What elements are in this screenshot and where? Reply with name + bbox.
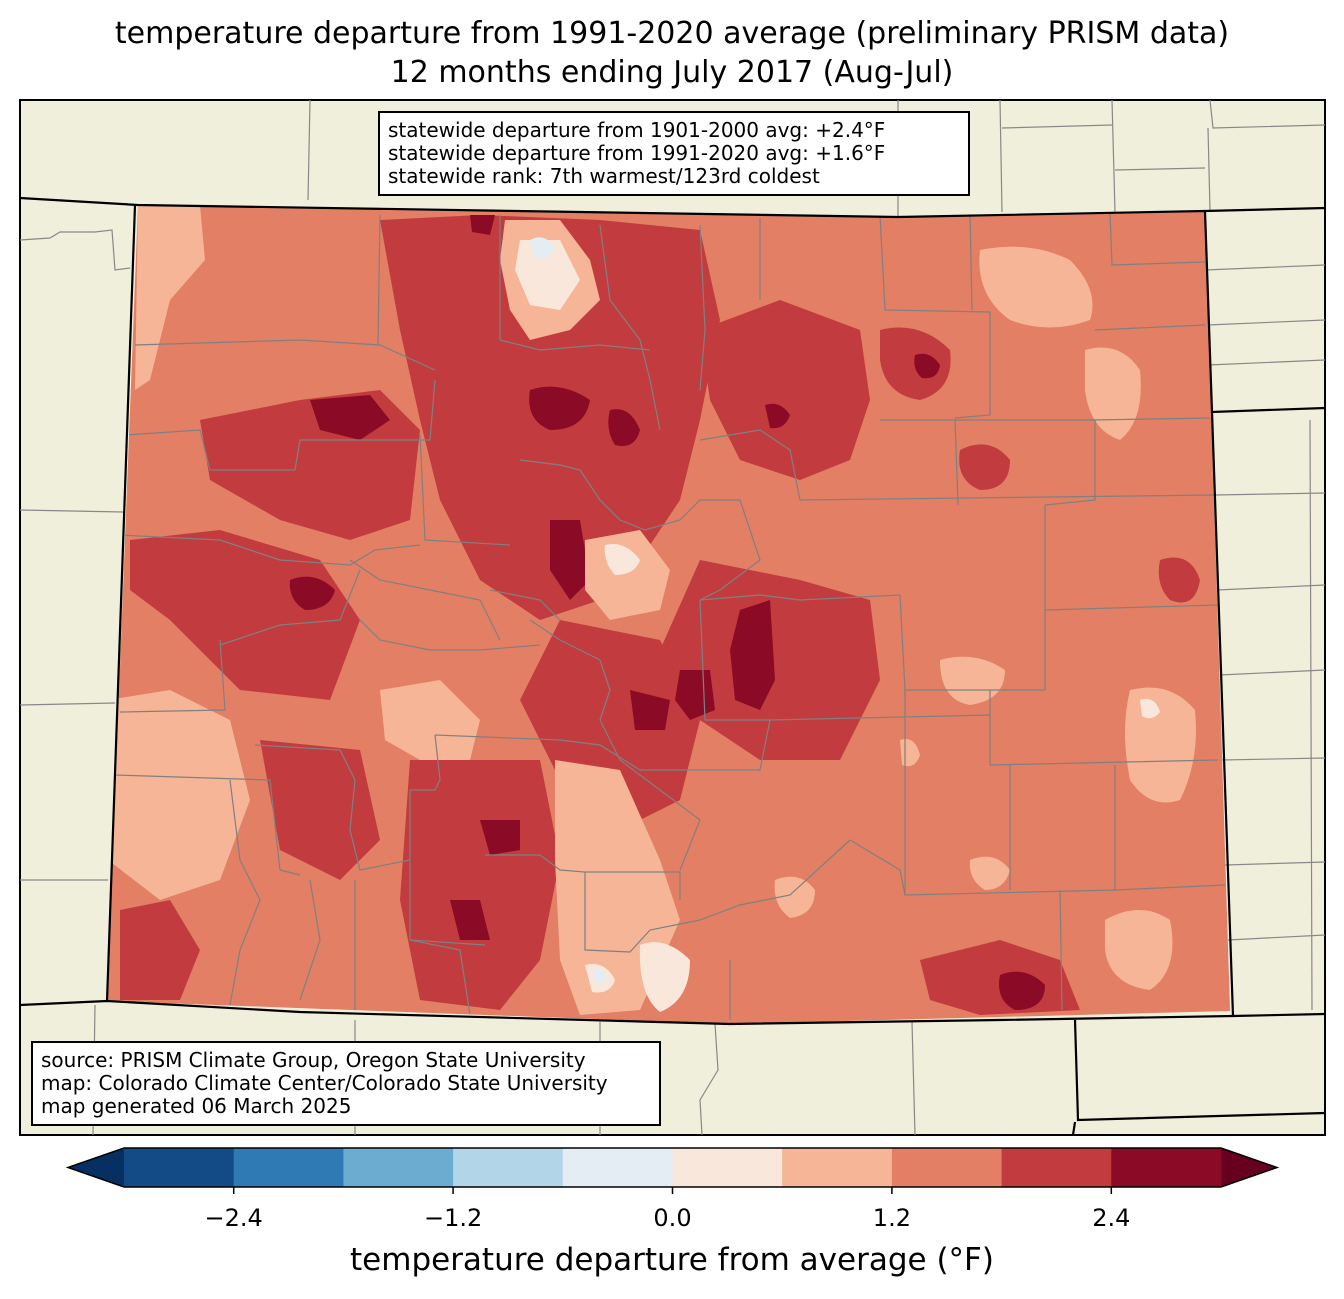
map-subtitle: 12 months ending July 2017 (Aug-Jul) <box>390 55 954 90</box>
map-credit-line: map: Colorado Climate Center/Colorado St… <box>41 1071 608 1095</box>
colorbar-bin <box>343 1148 454 1187</box>
colorbar-bin <box>782 1148 893 1187</box>
source-line: source: PRISM Climate Group, Oregon Stat… <box>41 1048 586 1072</box>
colorbar-bin <box>1001 1148 1112 1187</box>
state-boundaries <box>19 196 1326 1136</box>
colorbar-bin <box>1111 1148 1222 1187</box>
statewide-stats-box: statewide departure from 1901-2000 avg: … <box>378 111 970 196</box>
colorbar-bin <box>672 1148 783 1187</box>
colorbar-tick-label: 0.0 <box>653 1204 692 1232</box>
colorbar-tick-label: 1.2 <box>872 1204 911 1232</box>
colorbar-tick-label: 2.4 <box>1092 1204 1131 1232</box>
map-title: temperature departure from 1991-2020 ave… <box>114 16 1230 51</box>
generated-date-line: map generated 06 March 2025 <box>41 1094 352 1118</box>
colorbar-outline <box>65 1147 1280 1188</box>
colorbar-bin <box>562 1148 673 1187</box>
colorbar-bin <box>124 1148 235 1187</box>
colorbar-over-arrow <box>1221 1148 1277 1187</box>
stats-departure-1901-2000: statewide departure from 1901-2000 avg: … <box>388 118 886 142</box>
colorbar-label: temperature departure from average (°F) <box>350 1242 994 1278</box>
temperature-field <box>107 205 1230 1024</box>
colorbar <box>65 1147 1280 1194</box>
stats-departure-1991-2020: statewide departure from 1991-2020 avg: … <box>388 141 886 165</box>
county-lines <box>114 211 1226 1020</box>
neighbor-county-lines <box>19 99 1326 1136</box>
colorbar-tick-label: −2.4 <box>204 1204 263 1232</box>
colorbar-under-arrow <box>68 1148 124 1187</box>
source-box: source: PRISM Climate Group, Oregon Stat… <box>31 1041 661 1126</box>
colorbar-bin <box>891 1148 1003 1187</box>
colorbar-bin <box>233 1148 344 1187</box>
colorbar-tick-label: −1.2 <box>423 1204 483 1232</box>
stats-rank: statewide rank: 7th warmest/123rd coldes… <box>388 164 820 188</box>
colorbar-bin <box>453 1148 564 1187</box>
